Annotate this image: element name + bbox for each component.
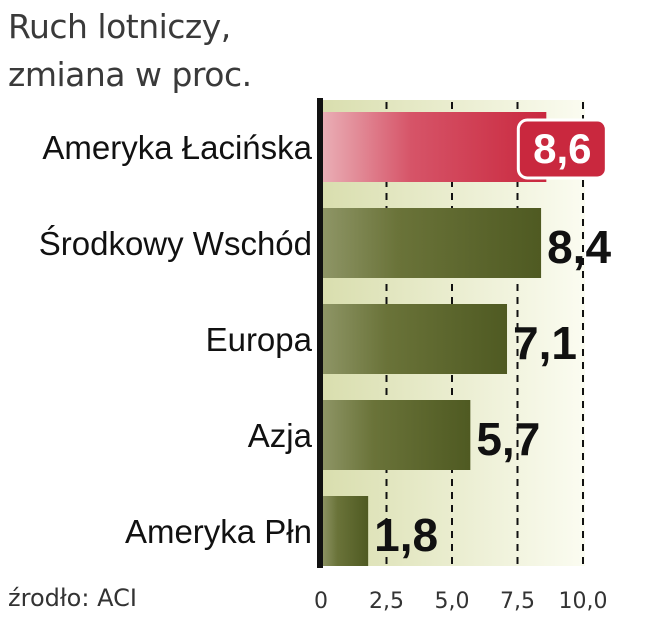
source-note: źrodło: ACI [8,584,137,612]
bar [321,400,471,470]
bars [321,112,547,566]
value-label: 8,4 [547,221,611,273]
chart-title-line-2: zmiana w proc. [8,55,252,94]
x-tick-label: 7,5 [500,589,535,614]
category-label: Środkowy Wschód [39,224,312,262]
value-labels: 8,6 8,4 7,1 5,7 1,8 [374,118,611,561]
category-label: Azja [248,417,313,454]
bar [321,112,547,182]
value-label: 7,1 [513,317,577,369]
bar [321,208,542,278]
category-label: Ameryka Łacińska [42,129,312,166]
bar [321,496,369,566]
x-tick-label: 2,5 [369,589,404,614]
x-tick-label: 10,0 [559,589,608,614]
value-label-badge [516,118,608,180]
value-label: 8,6 [533,125,591,172]
category-label: Ameryka Płn [125,513,312,550]
category-label: Europa [206,321,313,358]
x-tick-label: 5,0 [435,589,470,614]
bar [321,304,508,374]
chart-title-line-1: Ruch lotniczy, [8,7,231,46]
value-label: 1,8 [374,509,438,561]
x-tick-labels: 0 2,5 5,0 7,5 10,0 [314,589,607,614]
x-tick-label: 0 [314,589,328,614]
value-label: 5,7 [476,413,540,465]
category-labels: Ameryka Łacińska Środkowy Wschód Europa Azj… [39,129,313,550]
